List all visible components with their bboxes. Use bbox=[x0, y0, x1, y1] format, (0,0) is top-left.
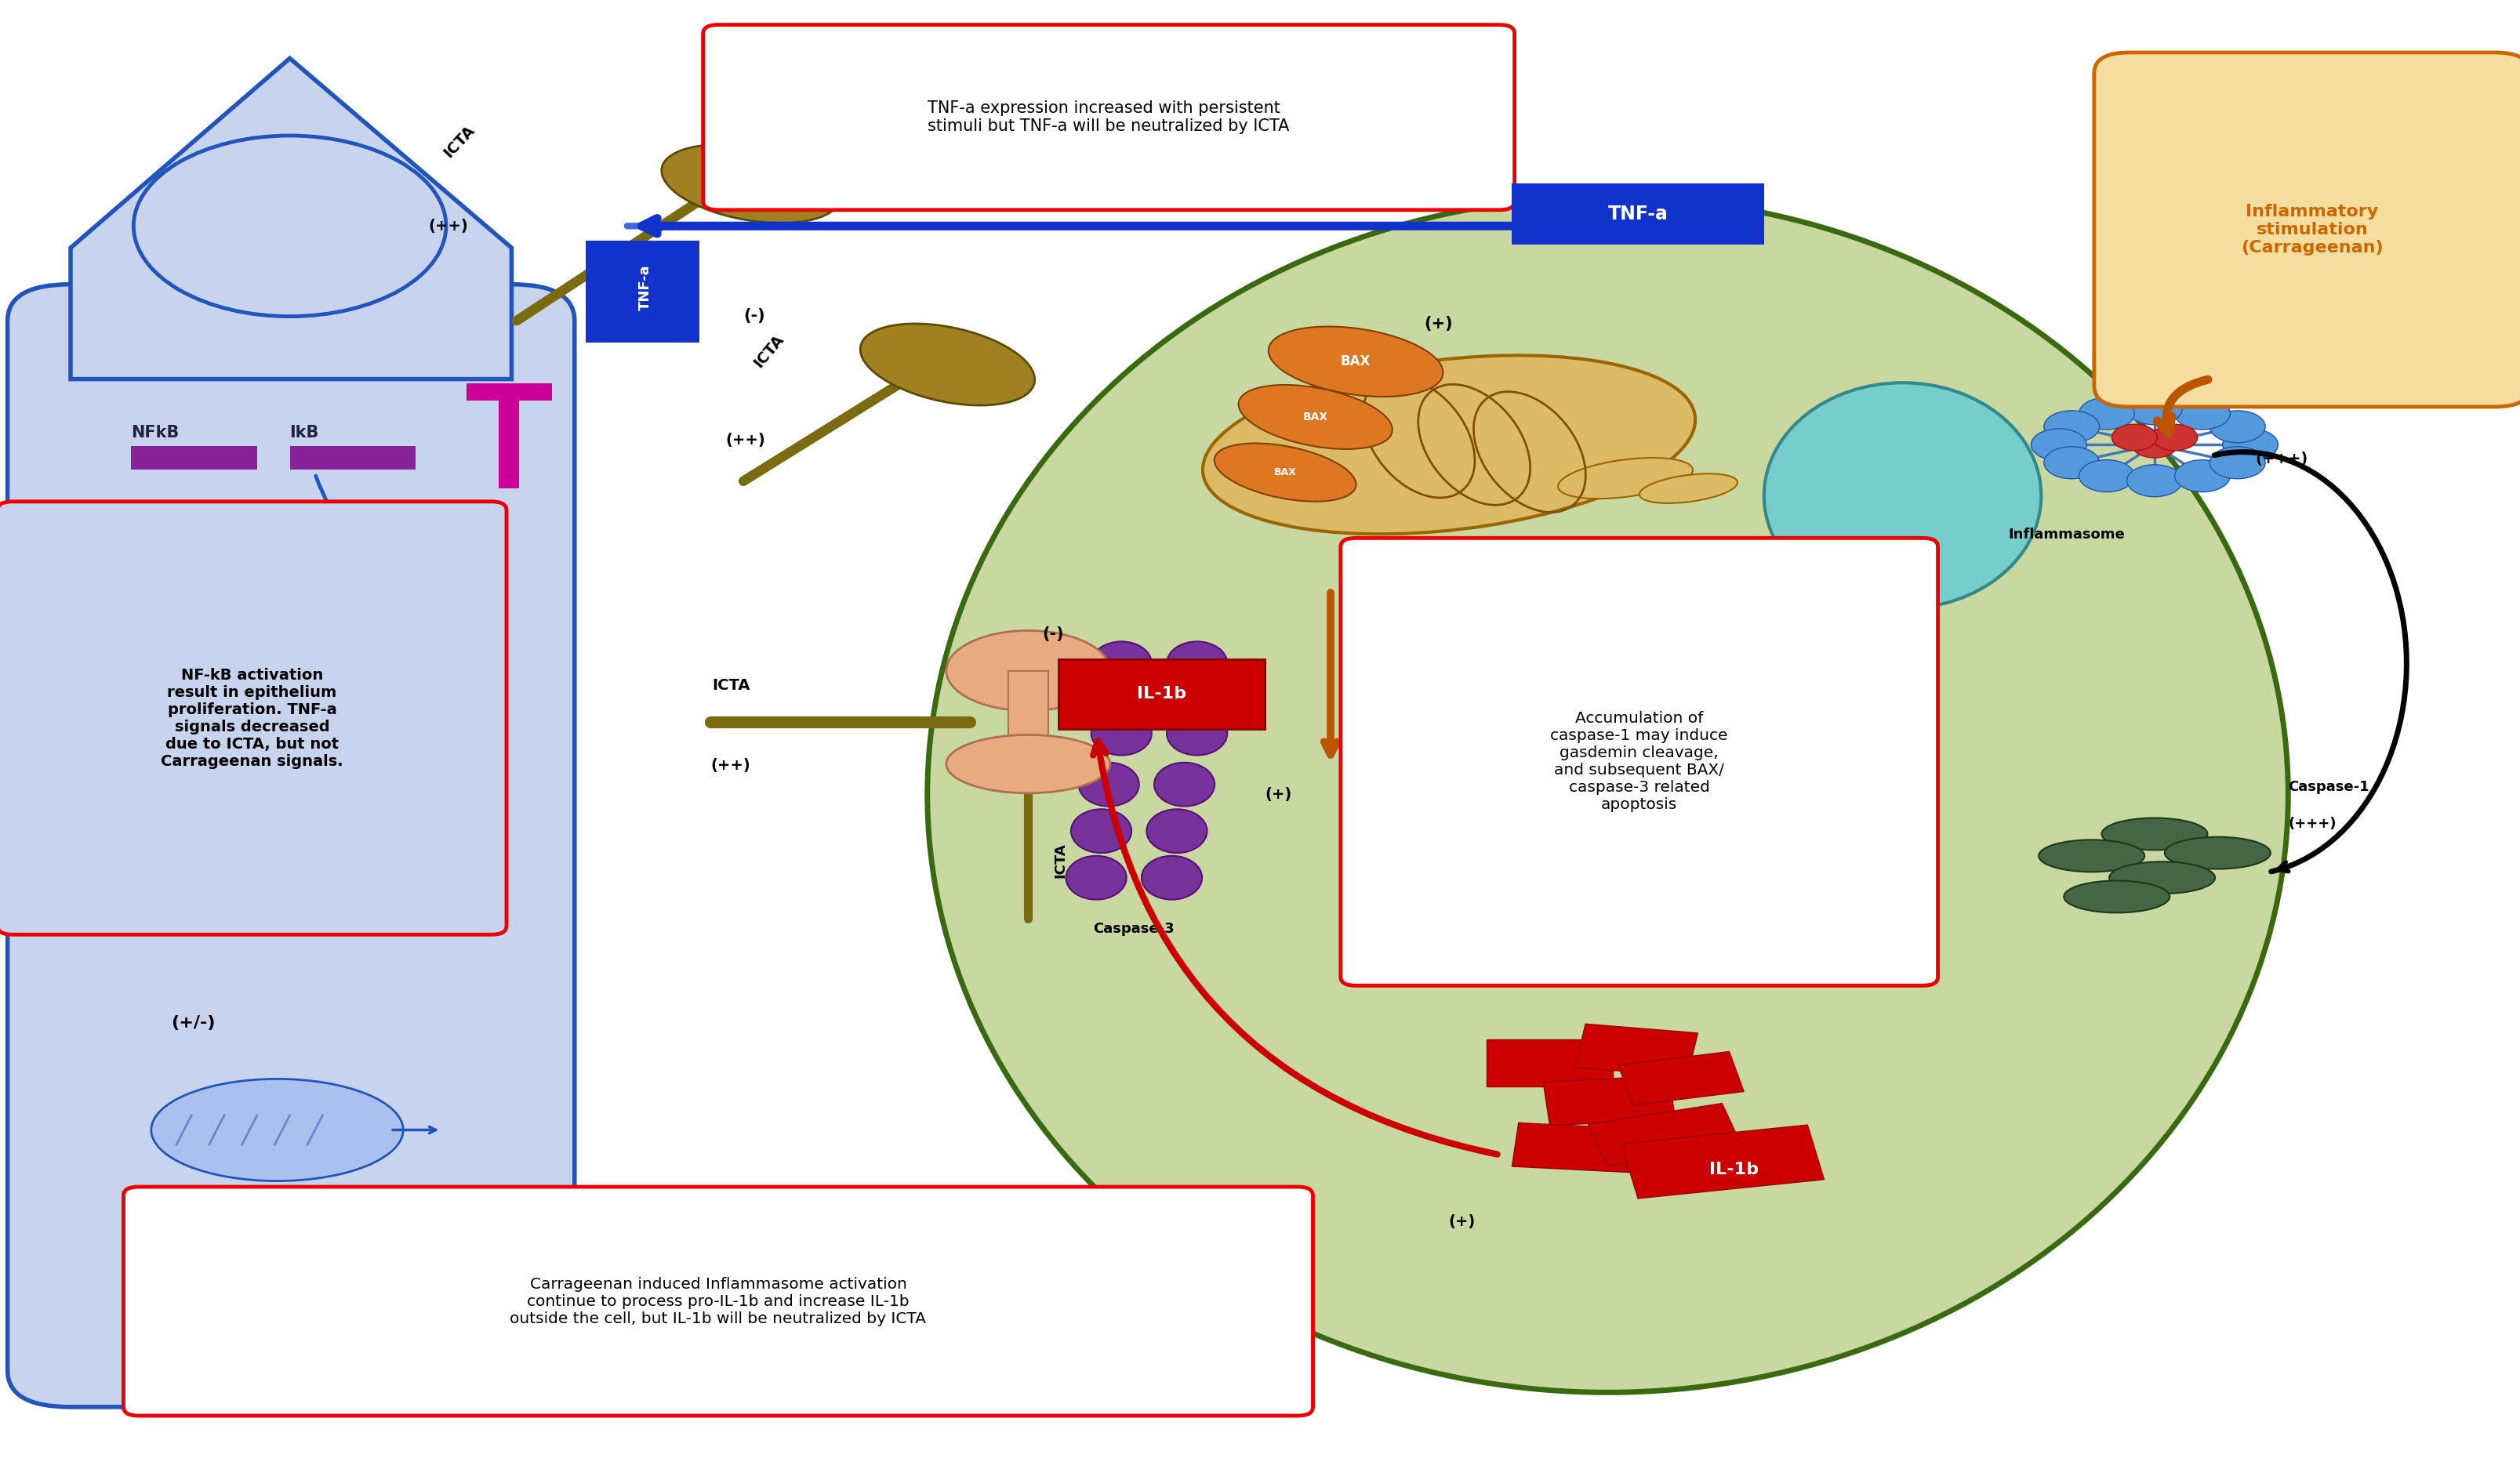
Ellipse shape bbox=[1268, 327, 1444, 397]
Text: Caspase-3: Caspase-3 bbox=[1094, 921, 1174, 936]
Text: (+++): (+++) bbox=[2255, 452, 2308, 467]
Ellipse shape bbox=[663, 144, 839, 223]
Text: (++): (++) bbox=[711, 758, 751, 773]
Bar bbox=[1575, 1024, 1698, 1076]
Text: BAX: BAX bbox=[1275, 468, 1295, 477]
Text: (+): (+) bbox=[1265, 787, 1293, 802]
Text: (++): (++) bbox=[428, 219, 469, 233]
Ellipse shape bbox=[1167, 712, 1227, 755]
Text: TNF-a: TNF-a bbox=[638, 264, 653, 311]
Text: (++): (++) bbox=[726, 433, 766, 448]
Text: IL-1b: IL-1b bbox=[1137, 687, 1187, 701]
Bar bbox=[1512, 1123, 1648, 1174]
Bar bbox=[1542, 1076, 1676, 1126]
Circle shape bbox=[2031, 429, 2087, 461]
Text: NF-kB activation
result in epithelium
proliferation. TNF-a
signals decreased
due: NF-kB activation result in epithelium pr… bbox=[161, 668, 343, 768]
Circle shape bbox=[2223, 429, 2278, 461]
Circle shape bbox=[2132, 432, 2177, 458]
Text: ICTA: ICTA bbox=[711, 678, 751, 693]
Text: Caspase-1: Caspase-1 bbox=[2288, 780, 2369, 795]
Bar bbox=[290, 446, 416, 469]
Ellipse shape bbox=[1154, 763, 1215, 806]
Text: BAX: BAX bbox=[1341, 354, 1371, 369]
Ellipse shape bbox=[859, 324, 1036, 405]
Circle shape bbox=[2044, 446, 2099, 478]
Circle shape bbox=[2127, 465, 2182, 497]
Circle shape bbox=[2112, 424, 2157, 451]
Ellipse shape bbox=[1071, 809, 1131, 853]
Circle shape bbox=[2210, 446, 2265, 478]
Text: TNF-a: TNF-a bbox=[1608, 206, 1668, 223]
Ellipse shape bbox=[1641, 474, 1736, 503]
Ellipse shape bbox=[1142, 856, 1202, 900]
Circle shape bbox=[2044, 411, 2099, 443]
Text: (-): (-) bbox=[743, 308, 766, 324]
FancyArrow shape bbox=[585, 241, 701, 343]
Text: BAX: BAX bbox=[1303, 411, 1328, 423]
Ellipse shape bbox=[2102, 818, 2208, 850]
FancyBboxPatch shape bbox=[123, 1187, 1313, 1416]
Ellipse shape bbox=[151, 1079, 403, 1181]
Text: (+++): (+++) bbox=[2288, 816, 2336, 831]
Bar bbox=[1618, 1051, 1744, 1105]
Bar bbox=[466, 383, 552, 401]
Circle shape bbox=[2127, 392, 2182, 424]
Ellipse shape bbox=[1167, 642, 1227, 685]
Bar bbox=[1058, 659, 1265, 729]
FancyBboxPatch shape bbox=[8, 284, 575, 1407]
Text: ICTA: ICTA bbox=[751, 332, 786, 370]
Ellipse shape bbox=[948, 630, 1109, 710]
Text: IL-1b: IL-1b bbox=[1709, 1162, 1759, 1177]
Circle shape bbox=[2175, 398, 2230, 430]
Circle shape bbox=[2175, 459, 2230, 491]
Ellipse shape bbox=[1237, 385, 1394, 449]
Ellipse shape bbox=[1147, 809, 1207, 853]
Text: Inflammasome: Inflammasome bbox=[2008, 528, 2124, 542]
Bar bbox=[1487, 1040, 1613, 1086]
Text: (+): (+) bbox=[1424, 315, 1452, 331]
Bar bbox=[1620, 1126, 1824, 1198]
Ellipse shape bbox=[2064, 881, 2170, 913]
Circle shape bbox=[2152, 424, 2197, 451]
Polygon shape bbox=[71, 58, 512, 379]
Ellipse shape bbox=[1079, 763, 1139, 806]
Ellipse shape bbox=[2165, 837, 2271, 869]
Text: NFkB: NFkB bbox=[131, 424, 179, 440]
Text: Inflammatory
stimulation
(Carrageenan): Inflammatory stimulation (Carrageenan) bbox=[2240, 204, 2384, 255]
Bar bbox=[1588, 1104, 1741, 1166]
Text: (-): (-) bbox=[1043, 627, 1063, 642]
FancyBboxPatch shape bbox=[703, 25, 1515, 210]
Bar bbox=[131, 446, 257, 469]
Text: ICTA: ICTA bbox=[441, 122, 479, 160]
Ellipse shape bbox=[1764, 383, 2041, 609]
Text: (+): (+) bbox=[1449, 1215, 1474, 1229]
Ellipse shape bbox=[927, 197, 2288, 1392]
Ellipse shape bbox=[1557, 458, 1693, 499]
Circle shape bbox=[2210, 411, 2265, 443]
Text: Carrageenan induced Inflammasome activation
continue to process pro-IL-1b and in: Carrageenan induced Inflammasome activat… bbox=[509, 1277, 927, 1325]
FancyBboxPatch shape bbox=[1341, 538, 1938, 986]
Ellipse shape bbox=[2039, 840, 2145, 872]
Text: Accumulation of
caspase-1 may induce
gasdemin cleavage,
and subsequent BAX/
casp: Accumulation of caspase-1 may induce gas… bbox=[1550, 712, 1729, 812]
Bar bbox=[1008, 671, 1048, 755]
Ellipse shape bbox=[1202, 356, 1696, 534]
Circle shape bbox=[2079, 459, 2134, 491]
FancyBboxPatch shape bbox=[2094, 52, 2520, 407]
Ellipse shape bbox=[1091, 712, 1152, 755]
Ellipse shape bbox=[948, 735, 1109, 793]
Text: IkB: IkB bbox=[290, 424, 320, 440]
Ellipse shape bbox=[2109, 862, 2215, 894]
Ellipse shape bbox=[1215, 443, 1356, 502]
Text: (+/-): (+/-) bbox=[171, 1015, 217, 1031]
Circle shape bbox=[2079, 398, 2134, 430]
Circle shape bbox=[134, 136, 446, 316]
Text: TNF-a expression increased with persistent
stimuli but TNF-a will be neutralized: TNF-a expression increased with persiste… bbox=[927, 101, 1290, 134]
Bar bbox=[499, 394, 519, 488]
Bar bbox=[1512, 184, 1764, 245]
Ellipse shape bbox=[1091, 642, 1152, 685]
Text: ICTA: ICTA bbox=[1053, 843, 1068, 878]
Ellipse shape bbox=[1066, 856, 1126, 900]
FancyBboxPatch shape bbox=[0, 502, 507, 935]
